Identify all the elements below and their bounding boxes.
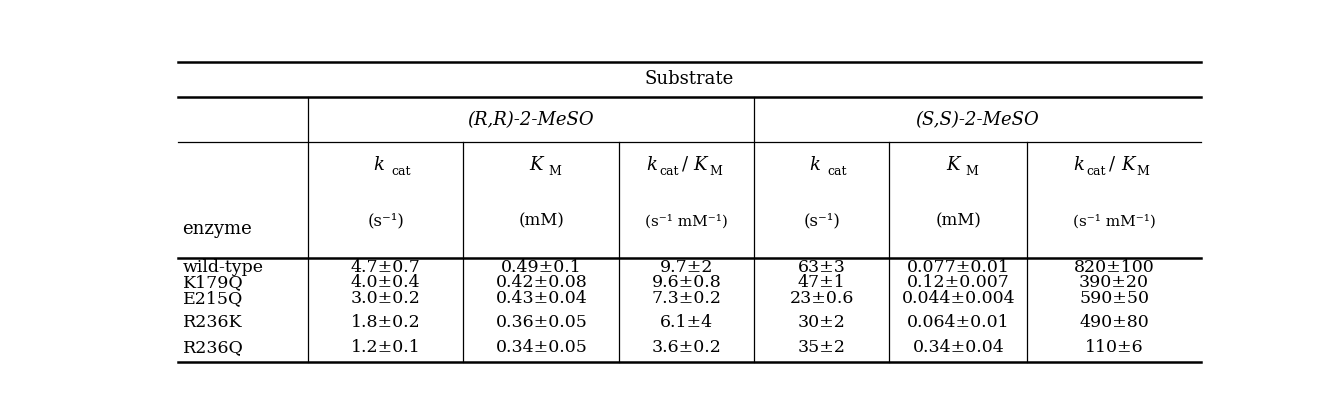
Text: k: k	[373, 156, 383, 174]
Text: K179Q: K179Q	[184, 274, 244, 292]
Text: 3.0±0.2: 3.0±0.2	[351, 290, 421, 308]
Text: (s⁻¹): (s⁻¹)	[803, 213, 840, 230]
Text: cat: cat	[1087, 165, 1107, 178]
Text: k: k	[809, 156, 820, 174]
Text: E215Q: E215Q	[184, 290, 244, 308]
Text: 0.43±0.04: 0.43±0.04	[496, 290, 587, 308]
Text: k: k	[646, 156, 657, 174]
Text: K: K	[529, 156, 543, 174]
Text: (s⁻¹ mM⁻¹): (s⁻¹ mM⁻¹)	[1072, 214, 1155, 228]
Text: 0.34±0.04: 0.34±0.04	[913, 339, 1004, 356]
Text: /: /	[682, 156, 687, 174]
Text: 3.6±0.2: 3.6±0.2	[651, 339, 722, 356]
Text: 30±2: 30±2	[797, 314, 846, 331]
Text: enzyme: enzyme	[182, 220, 252, 238]
Text: (s⁻¹ mM⁻¹): (s⁻¹ mM⁻¹)	[646, 214, 728, 228]
Text: 7.3±0.2: 7.3±0.2	[651, 290, 722, 308]
Text: M: M	[548, 165, 561, 178]
Text: cat: cat	[391, 165, 411, 178]
Text: 590±50: 590±50	[1079, 290, 1150, 308]
Text: (mM): (mM)	[519, 213, 564, 230]
Text: 9.6±0.8: 9.6±0.8	[651, 274, 722, 292]
Text: 0.044±0.004: 0.044±0.004	[902, 290, 1016, 308]
Text: 390±20: 390±20	[1079, 274, 1150, 292]
Text: (mM): (mM)	[935, 213, 981, 230]
Text: M: M	[965, 165, 978, 178]
Text: 4.7±0.7: 4.7±0.7	[351, 259, 421, 276]
Text: 1.8±0.2: 1.8±0.2	[351, 314, 421, 331]
Text: Substrate: Substrate	[645, 70, 734, 88]
Text: 0.12±0.007: 0.12±0.007	[907, 274, 1010, 292]
Text: /: /	[1110, 156, 1115, 174]
Text: 0.49±0.1: 0.49±0.1	[501, 259, 582, 276]
Text: 4.0±0.4: 4.0±0.4	[351, 274, 421, 292]
Text: M: M	[1136, 165, 1150, 178]
Text: k: k	[1073, 156, 1084, 174]
Text: 47±1: 47±1	[797, 274, 846, 292]
Text: 0.064±0.01: 0.064±0.01	[907, 314, 1009, 331]
Text: cat: cat	[828, 165, 847, 178]
Text: 0.36±0.05: 0.36±0.05	[496, 314, 587, 331]
Text: (s⁻¹): (s⁻¹)	[367, 213, 405, 230]
Text: R236K: R236K	[184, 314, 243, 331]
Text: 9.7±2: 9.7±2	[661, 259, 713, 276]
Text: 6.1±4: 6.1±4	[661, 314, 713, 331]
Text: (S,S)-2-MeSO: (S,S)-2-MeSO	[915, 111, 1040, 129]
Text: K: K	[694, 156, 708, 174]
Text: K: K	[946, 156, 959, 174]
Text: 0.077±0.01: 0.077±0.01	[907, 259, 1010, 276]
Text: K: K	[1120, 156, 1135, 174]
Text: 820±100: 820±100	[1073, 259, 1155, 276]
Text: 0.34±0.05: 0.34±0.05	[496, 339, 587, 356]
Text: 490±80: 490±80	[1079, 314, 1148, 331]
Text: 23±0.6: 23±0.6	[789, 290, 854, 308]
Text: 1.2±0.1: 1.2±0.1	[351, 339, 421, 356]
Text: M: M	[709, 165, 722, 178]
Text: 63±3: 63±3	[797, 259, 846, 276]
Text: wild-type: wild-type	[184, 259, 264, 276]
Text: 35±2: 35±2	[797, 339, 846, 356]
Text: 0.42±0.08: 0.42±0.08	[496, 274, 587, 292]
Text: (R,R)-2-MeSO: (R,R)-2-MeSO	[468, 111, 594, 129]
Text: cat: cat	[659, 165, 679, 178]
Text: R236Q: R236Q	[184, 339, 244, 356]
Text: 110±6: 110±6	[1085, 339, 1143, 356]
